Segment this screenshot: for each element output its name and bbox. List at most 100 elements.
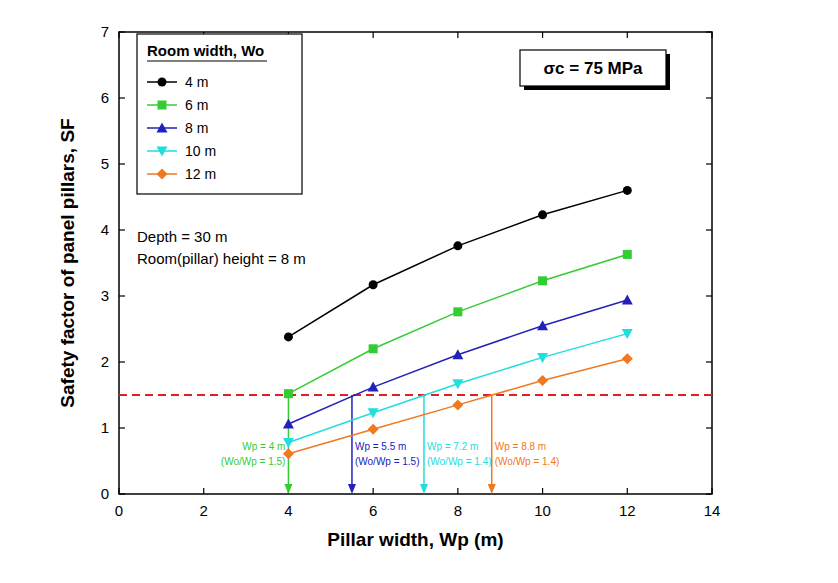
annotation-arrowhead [284, 484, 292, 494]
series-marker [623, 186, 632, 195]
series-line [288, 254, 627, 393]
x-tick-label: 2 [200, 502, 208, 519]
annotation-text: (Wo/Wp = 1.5) [221, 456, 286, 467]
series-line [288, 300, 627, 424]
y-tick-right [706, 427, 712, 428]
series-marker [283, 419, 294, 429]
legend-marker [157, 147, 168, 157]
x-tick-label: 8 [454, 502, 462, 519]
y-tick-label: 6 [101, 89, 109, 106]
series-marker [284, 332, 293, 341]
series-marker [537, 320, 548, 330]
annotation-text: Wp = 7.2 m [427, 441, 478, 452]
series-marker [368, 408, 379, 418]
y-tick [119, 31, 125, 32]
y-tick-label: 2 [101, 353, 109, 370]
note: Depth = 30 m [137, 228, 227, 245]
legend-title: Room width, Wo [147, 42, 264, 59]
annotation-text: (Wo/Wp = 1.4) [427, 456, 492, 467]
legend-marker [158, 101, 167, 110]
annotation-text: Wp = 4 m [242, 441, 285, 452]
annotation-text: (Wo/Wp = 1.5) [355, 456, 420, 467]
series-marker [369, 344, 378, 353]
legend-box [137, 34, 302, 194]
x-tick-top [373, 32, 374, 38]
y-tick [119, 97, 125, 98]
text-box-label: σc = 75 MPa [543, 59, 643, 78]
x-tick-label: 6 [369, 502, 377, 519]
y-tick-right [706, 493, 712, 494]
legend: Room width, Wo 4 m 6 m 8 m 10 m 12 m [137, 34, 302, 194]
legend-label: 4 m [185, 74, 208, 90]
annotation-arrow [423, 395, 425, 486]
annotation-arrowhead [420, 484, 428, 494]
annotation-arrowhead [348, 484, 356, 494]
y-axis-label: Safety factor of panel pillars, SF [57, 118, 78, 407]
y-tick-label: 0 [101, 485, 109, 502]
series-marker [538, 276, 547, 285]
series-marker [452, 379, 463, 389]
y-tick [119, 295, 125, 296]
y-tick-right [706, 97, 712, 98]
x-tick [627, 488, 628, 494]
annotation-text: Wp = 5.5 m [355, 441, 406, 452]
annotation-text: Wp = 8.8 m [495, 441, 546, 452]
x-tick-top [457, 32, 458, 38]
x-tick-top [627, 32, 628, 38]
series-marker [284, 389, 293, 398]
chart: 0246810121401234567Pillar width, Wp (m)S… [0, 0, 838, 583]
legend-label: 6 m [185, 97, 208, 113]
legend-title-underline [147, 61, 267, 62]
y-tick-label: 4 [101, 221, 109, 238]
legend-marker [158, 78, 167, 87]
series-marker [622, 329, 633, 339]
y-tick-label: 7 [101, 23, 109, 40]
x-tick-label: 4 [284, 502, 292, 519]
text-box [520, 50, 666, 86]
legend-marker [157, 123, 168, 133]
x-tick-label: 14 [704, 502, 721, 519]
x-tick-label: 0 [115, 502, 123, 519]
series-marker [452, 349, 463, 359]
series-marker [537, 353, 548, 363]
annotation-arrowhead [488, 484, 496, 494]
series-marker [453, 307, 462, 316]
x-tick-label: 10 [534, 502, 551, 519]
x-tick [203, 488, 204, 494]
series-marker [452, 399, 463, 410]
x-tick [118, 488, 119, 494]
series-marker [368, 382, 379, 392]
y-tick [119, 163, 125, 164]
x-tick-top [711, 32, 712, 38]
y-tick [119, 361, 125, 362]
x-tick [542, 488, 543, 494]
legend-label: 12 m [185, 166, 216, 182]
note: Room(pillar) height = 8 m [137, 250, 306, 267]
series-marker [453, 241, 462, 250]
y-tick-right [706, 163, 712, 164]
plot-area [119, 186, 712, 494]
y-tick-right [706, 361, 712, 362]
annotation-arrow [491, 395, 493, 486]
x-tick [711, 488, 712, 494]
legend-label: 10 m [185, 143, 216, 159]
x-tick [457, 488, 458, 494]
legend-label: 8 m [185, 120, 208, 136]
x-tick-top [542, 32, 543, 38]
series-line [288, 334, 627, 443]
y-tick-label: 3 [101, 287, 109, 304]
annotation-arrow [351, 395, 353, 486]
y-tick [119, 493, 125, 494]
y-tick-label: 5 [101, 155, 109, 172]
y-tick-label: 1 [101, 419, 109, 436]
x-tick [373, 488, 374, 494]
y-tick-right [706, 295, 712, 296]
series-marker [368, 424, 379, 435]
annotation-text: (Wo/Wp = 1.4) [495, 456, 560, 467]
y-tick-right [706, 31, 712, 32]
x-tick-label: 12 [619, 502, 636, 519]
legend-marker [157, 169, 168, 180]
y-tick [119, 427, 125, 428]
series-marker [622, 294, 633, 304]
series-marker [369, 280, 378, 289]
